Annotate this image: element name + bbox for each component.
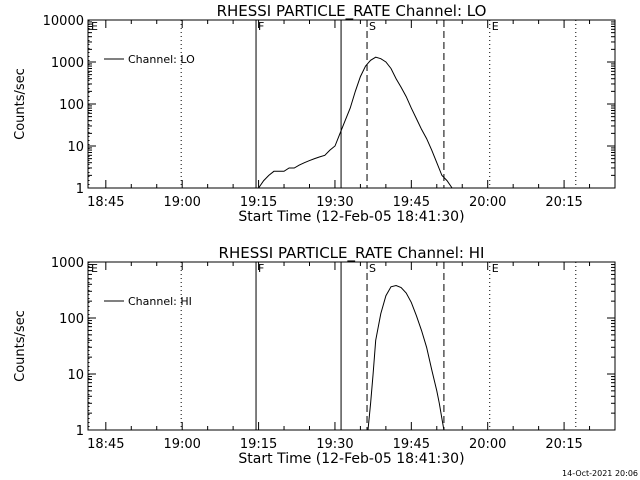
chart-2-x-axis-label: Start Time (12-Feb-05 18:41:30) bbox=[238, 451, 464, 467]
chart-2-x-tick-label: 19:30 bbox=[316, 437, 353, 452]
chart-1-x-tick-label: 19:15 bbox=[240, 195, 277, 210]
chart-2-y-tick-label: 1 bbox=[76, 424, 84, 439]
chart-1-x-tick-label: 19:30 bbox=[316, 195, 353, 210]
chart-1-x-tick-label: 20:15 bbox=[545, 195, 582, 210]
chart-1-y-tick-label: 100 bbox=[59, 98, 84, 113]
chart-1-title: RHESSI PARTICLE_RATE Channel: LO bbox=[217, 2, 487, 21]
chart-2-x-tick-label: 20:15 bbox=[545, 437, 582, 452]
plot-timestamp: 14-Oct-2021 20:06 bbox=[562, 469, 638, 478]
chart-1-x-tick-label: 18:45 bbox=[87, 195, 124, 210]
chart-2-title: RHESSI PARTICLE_RATE Channel: HI bbox=[219, 244, 485, 263]
chart-1-y-axis-label: Counts/sec bbox=[13, 68, 28, 140]
chart-2-y-axis-label: Counts/sec bbox=[13, 310, 28, 382]
chart-1-x-tick-label: 20:00 bbox=[469, 195, 506, 210]
chart-2-x-tick-label: 19:45 bbox=[393, 437, 430, 452]
chart-2-event-marker-label: E bbox=[91, 262, 98, 275]
chart-1-series-line bbox=[258, 56, 463, 189]
chart-2-event-marker-label: S bbox=[369, 262, 376, 275]
chart-2-x-tick-label: 19:00 bbox=[163, 437, 200, 452]
chart-1-x-tick-label: 19:00 bbox=[163, 195, 200, 210]
chart-2-event-marker-label: E bbox=[492, 262, 499, 275]
chart-1-x-tick-label: 19:45 bbox=[393, 195, 430, 210]
chart-1-event-marker-label: E bbox=[492, 20, 499, 33]
chart-2-x-tick-label: 18:45 bbox=[87, 437, 124, 452]
chart-1-event-marker-label: E bbox=[91, 20, 98, 33]
chart-1-legend-label: Channel: LO bbox=[128, 53, 195, 66]
chart-2-panel: RHESSI PARTICLE_RATE Channel: HI 1 10 100 10… bbox=[13, 244, 616, 467]
chart-2-series-line bbox=[367, 284, 445, 431]
chart-1-event-marker-label: S bbox=[369, 20, 376, 33]
chart-1-x-axis-label: Start Time (12-Feb-05 18:41:30) bbox=[238, 209, 464, 225]
chart-1-panel: RHESSI PARTICLE_RATE Channel: LO 1 10 100 10… bbox=[13, 2, 616, 225]
chart-2-y-tick-label: 10 bbox=[67, 368, 84, 383]
chart-1-event-marker-label: F bbox=[258, 20, 264, 33]
chart-1-y-tick-label: 10 bbox=[67, 140, 84, 155]
chart-2-y-tick-label: 1000 bbox=[51, 256, 84, 271]
chart-1-y-tick-label: 1 bbox=[76, 182, 84, 197]
chart-2-x-tick-label: 19:15 bbox=[240, 437, 277, 452]
chart-1-y-tick-label: 10000 bbox=[43, 14, 84, 29]
chart-2-axes-box bbox=[87, 261, 616, 431]
chart-2-y-tick-label: 100 bbox=[59, 312, 84, 327]
chart-2-legend-label: Channel: HI bbox=[128, 295, 192, 308]
chart-2-x-tick-label: 20:00 bbox=[469, 437, 506, 452]
chart-2-event-marker-label: F bbox=[258, 262, 264, 275]
chart-1-y-tick-label: 1000 bbox=[51, 56, 84, 71]
